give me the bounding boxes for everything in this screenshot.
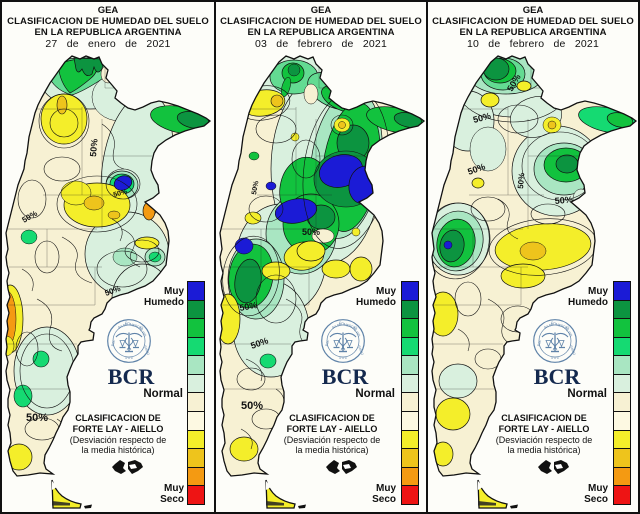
svg-text:SA DE: SA DE xyxy=(543,322,555,330)
svg-text:BOL: BOL xyxy=(537,339,543,347)
svg-text:50%: 50% xyxy=(241,400,263,412)
svg-text:o·o·o: o·o·o xyxy=(551,356,559,360)
svg-text:SA DE: SA DE xyxy=(331,322,343,330)
svg-text:DE RO: DE RO xyxy=(351,326,361,338)
svg-text:DE RO: DE RO xyxy=(563,326,573,338)
svg-text:50%: 50% xyxy=(113,188,129,199)
svg-text:COMERCIO: COMERCIO xyxy=(550,321,570,331)
svg-text:50%: 50% xyxy=(554,194,573,206)
svg-text:DE RO: DE RO xyxy=(137,326,147,338)
svg-text:o·o·o: o·o·o xyxy=(339,356,347,360)
svg-text:50%: 50% xyxy=(516,172,526,189)
svg-text:50%: 50% xyxy=(251,180,260,196)
svg-text:50%: 50% xyxy=(302,227,320,237)
svg-text:SARIO: SARIO xyxy=(143,345,151,356)
svg-text:50%: 50% xyxy=(26,412,48,424)
svg-text:50%: 50% xyxy=(88,138,100,157)
svg-text:COMERCIO: COMERCIO xyxy=(124,321,144,331)
svg-text:50%: 50% xyxy=(472,111,492,125)
svg-text:o·o·o: o·o·o xyxy=(125,356,133,360)
svg-text:50%: 50% xyxy=(239,300,258,313)
svg-text:SARIO: SARIO xyxy=(569,345,577,356)
svg-text:BOL: BOL xyxy=(111,339,117,347)
svg-text:SARIO: SARIO xyxy=(357,345,365,356)
svg-text:SA DE: SA DE xyxy=(117,322,129,330)
svg-text:COMERCIO: COMERCIO xyxy=(338,321,358,331)
svg-text:BOL: BOL xyxy=(325,339,331,347)
